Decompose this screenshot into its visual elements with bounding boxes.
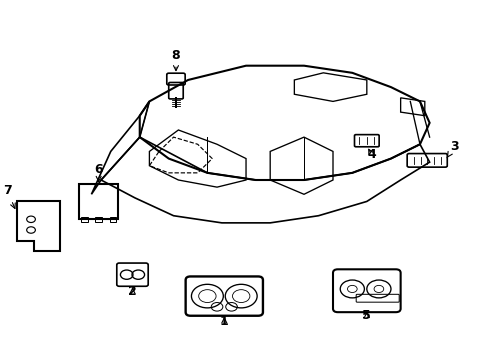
Text: 7: 7 <box>3 184 15 208</box>
Text: 2: 2 <box>128 285 137 298</box>
Text: 1: 1 <box>220 315 228 328</box>
Text: 5: 5 <box>362 309 370 322</box>
Text: 4: 4 <box>366 148 375 161</box>
Text: 6: 6 <box>94 163 103 182</box>
Text: 8: 8 <box>171 49 180 71</box>
Text: 3: 3 <box>446 140 458 158</box>
